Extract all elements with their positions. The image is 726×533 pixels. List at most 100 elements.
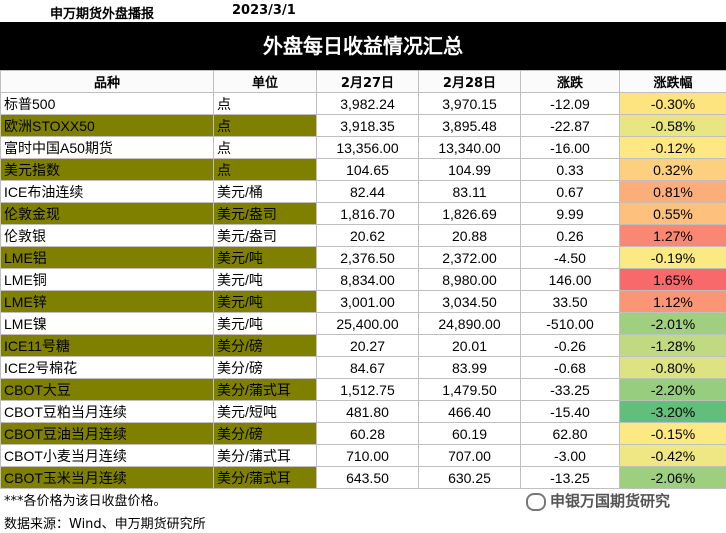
cell-date2: 20.88 (418, 224, 521, 247)
cell-change: -510.00 (520, 312, 620, 335)
cell-name: 标普500 (0, 92, 214, 115)
table-row: CBOT豆粕当月连续 美元/短吨 481.80 466.40 -15.40 -3.20% (0, 400, 726, 423)
cell-change-pct: -0.15% (619, 422, 726, 445)
cell-change: -12.09 (520, 92, 620, 115)
table-row: 富时中国A50期货点 13,356.00 13,340.00 -16.00 -0.12% (0, 136, 726, 159)
cell-name: LME锌 (0, 290, 214, 313)
cell-name: 欧洲STOXX50 (0, 114, 214, 137)
cell-date2: 2,372.00 (418, 246, 521, 269)
cell-name: LME镍 (0, 312, 214, 335)
cell-unit: 美元/吨 (213, 290, 317, 313)
cell-name: ICE布油连续 (0, 180, 214, 203)
table-row: LME镍 美元/吨 25,400.00 24,890.00 -510.00 -2.01% (0, 312, 726, 335)
cell-date2: 24,890.00 (418, 312, 521, 335)
cell-unit: 美元/桶 (213, 180, 317, 203)
cell-date1: 3,918.35 (316, 114, 419, 137)
table-row: 伦敦银 美元/盎司 20.62 20.88 0.26 1.27% (0, 224, 726, 247)
report-date: 2023/3/1 (232, 3, 296, 18)
cell-date1: 13,356.00 (316, 136, 419, 159)
cell-change-pct: -0.19% (619, 246, 726, 269)
cell-change-pct: 1.27% (619, 224, 726, 247)
cell-change: 9.99 (520, 202, 620, 225)
table-row: 标普500 点 3,982.24 3,970.15 -12.09 -0.30% (0, 92, 726, 115)
cell-unit: 美元/盎司 (213, 202, 317, 225)
cell-name: ICE2号棉花 (0, 356, 214, 379)
cell-date1: 104.65 (316, 158, 419, 181)
cell-change: 146.00 (520, 268, 620, 291)
cell-change: -16.00 (520, 136, 620, 159)
cell-name: CBOT大豆 (0, 378, 214, 401)
table-row: LME铜 美元/吨 8,834.00 8,980.00 146.00 1.65% (0, 268, 726, 291)
cell-unit: 美分/蒲式耳 (213, 466, 317, 489)
cell-date1: 710.00 (316, 444, 419, 467)
col-header-change: 涨跌 (520, 70, 620, 93)
header-row: 品种 单位 2月27日 2月28日 涨跌 涨跌幅 (0, 70, 726, 93)
cell-change-pct: 1.65% (619, 268, 726, 291)
cell-date1: 8,834.00 (316, 268, 419, 291)
cell-name: 伦敦银 (0, 224, 214, 247)
cell-change: -3.00 (520, 444, 620, 467)
cell-date2: 3,970.15 (418, 92, 521, 115)
wechat-icon (526, 492, 546, 511)
cell-change-pct: -0.12% (619, 136, 726, 159)
cell-change: -33.25 (520, 378, 620, 401)
cell-unit: 美元/短吨 (213, 400, 317, 423)
table-row: 美元指数点 104.65 104.99 0.33 0.32% (0, 158, 726, 181)
footnote: ***各价格为该日收盘价格。 (4, 494, 167, 509)
cell-change: -0.68 (520, 356, 620, 379)
report-title: 外盘每日收益情况汇总 (0, 22, 726, 70)
table-row: CBOT小麦当月连续 美分/蒲式耳 710.00 707.00 -3.00 -0.42% (0, 444, 726, 467)
cell-change: 33.50 (520, 290, 620, 313)
cell-unit: 美元/吨 (213, 312, 317, 335)
cell-date2: 466.40 (418, 400, 521, 423)
cell-change: -13.25 (520, 466, 620, 489)
cell-date1: 481.80 (316, 400, 419, 423)
col-header-date1: 2月27日 (316, 70, 419, 93)
cell-date2: 3,895.48 (418, 114, 521, 137)
cell-unit: 美分/磅 (213, 422, 317, 445)
cell-change-pct: -0.30% (619, 92, 726, 115)
publisher-label: 申万期货外盘播报 (50, 7, 155, 22)
cell-date2: 83.99 (418, 356, 521, 379)
cell-unit: 点 (213, 136, 317, 159)
cell-date1: 1,512.75 (316, 378, 419, 401)
cell-unit: 点 (213, 114, 317, 137)
table-row: LME铝 美元/吨 2,376.50 2,372.00 -4.50 -0.19% (0, 246, 726, 269)
cell-change: -22.87 (520, 114, 620, 137)
cell-unit: 美元/吨 (213, 246, 317, 269)
cell-date1: 20.62 (316, 224, 419, 247)
table-row: ICE布油连续 美元/桶 82.44 83.11 0.67 0.81% (0, 180, 726, 203)
cell-unit: 美元/盎司 (213, 224, 317, 247)
cell-date1: 25,400.00 (316, 312, 419, 335)
data-source: 数据来源：Wind、申万期货研究所 (4, 517, 206, 532)
cell-name: 富时中国A50期货 (0, 136, 214, 159)
col-header-date2: 2月28日 (418, 70, 521, 93)
cell-date1: 20.27 (316, 334, 419, 357)
cell-unit: 美分/磅 (213, 356, 317, 379)
table-row: LME锌 美元/吨 3,001.00 3,034.50 33.50 1.12% (0, 290, 726, 313)
cell-date1: 1,816.70 (316, 202, 419, 225)
cell-change-pct: -1.28% (619, 334, 726, 357)
cell-change: -15.40 (520, 400, 620, 423)
cell-name: ICE11号糖 (0, 334, 214, 357)
col-header-name: 品种 (0, 70, 214, 93)
table-row: CBOT豆油当月连续 美分/磅 60.28 60.19 62.80 -0.15% (0, 422, 726, 445)
cell-unit: 美分/磅 (213, 334, 317, 357)
cell-date2: 3,034.50 (418, 290, 521, 313)
cell-change-pct: -2.20% (619, 378, 726, 401)
cell-change: -0.26 (520, 334, 620, 357)
cell-date1: 2,376.50 (316, 246, 419, 269)
cell-date2: 60.19 (418, 422, 521, 445)
cell-unit: 点 (213, 158, 317, 181)
cell-name: CBOT小麦当月连续 (0, 444, 214, 467)
cell-date1: 3,982.24 (316, 92, 419, 115)
quote-table: 品种 单位 2月27日 2月28日 涨跌 涨跌幅 标普500 点 3,982.24 3… (0, 70, 726, 489)
cell-change-pct: -0.58% (619, 114, 726, 137)
cell-unit: 点 (213, 92, 317, 115)
cell-unit: 美元/吨 (213, 268, 317, 291)
cell-unit: 美分/蒲式耳 (213, 444, 317, 467)
cell-date2: 1,479.50 (418, 378, 521, 401)
report-header: 申万期货外盘播报 2023/3/1 (0, 0, 726, 23)
table-row: CBOT大豆 美分/蒲式耳 1,512.75 1,479.50 -33.25 -2.20% (0, 378, 726, 401)
cell-change-pct: 1.12% (619, 290, 726, 313)
